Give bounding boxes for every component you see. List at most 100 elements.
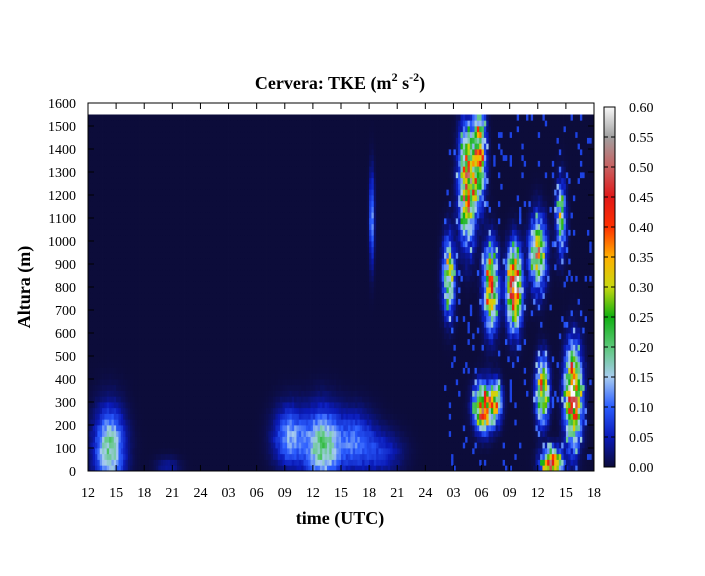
heatmap-cell — [146, 114, 150, 121]
heatmap-cell — [266, 241, 269, 248]
heatmap-cell — [97, 310, 101, 317]
heatmap-cell — [242, 212, 246, 219]
heatmap-cell — [270, 235, 274, 242]
heatmap-cell — [174, 310, 178, 317]
heatmap-cell — [99, 200, 103, 207]
heatmap-cell — [191, 402, 194, 409]
heatmap-cell — [127, 425, 131, 432]
heatmap-cell — [263, 206, 267, 213]
heatmap-cell — [113, 321, 117, 328]
heatmap-cell — [230, 384, 234, 391]
heatmap-cell — [120, 160, 124, 167]
heatmap-cell — [130, 425, 133, 432]
heatmap-cell — [244, 413, 248, 420]
heatmap-cell — [247, 241, 251, 248]
heatmap-cell — [263, 126, 267, 133]
heatmap-cell — [177, 361, 180, 368]
heatmap-cell — [209, 246, 213, 253]
heatmap-cell — [216, 126, 220, 133]
heatmap-cell — [275, 436, 279, 443]
heatmap-cell — [207, 160, 211, 167]
heatmap-cell — [240, 258, 244, 265]
heatmap-cell — [165, 390, 169, 397]
heatmap-cell — [179, 292, 183, 299]
heatmap-cell — [214, 223, 218, 230]
heatmap-cell — [235, 390, 239, 397]
heatmap-cell — [209, 430, 213, 437]
heatmap-cell — [113, 200, 117, 207]
heatmap-cell — [214, 413, 218, 420]
heatmap-cell — [97, 459, 101, 466]
heatmap-cell — [247, 258, 251, 265]
heatmap-cell — [179, 269, 183, 276]
heatmap-cell — [158, 114, 162, 121]
heatmap-cell — [177, 126, 180, 133]
heatmap-cell — [90, 252, 94, 259]
heatmap-cell — [106, 344, 110, 351]
heatmap-cell — [102, 430, 105, 437]
heatmap-cell — [148, 315, 152, 322]
heatmap-cell — [99, 442, 103, 449]
heatmap-cell — [118, 402, 122, 409]
heatmap-cell — [179, 373, 183, 380]
heatmap-cell — [181, 166, 185, 173]
heatmap-cell — [99, 379, 103, 386]
heatmap-cell — [202, 264, 206, 271]
heatmap-cell — [116, 281, 119, 288]
heatmap-cell — [233, 425, 236, 432]
heatmap-cell — [88, 218, 91, 225]
heatmap-cell — [216, 235, 220, 242]
heatmap-cell — [95, 310, 98, 317]
heatmap-cell — [244, 419, 248, 426]
heatmap-cell — [209, 327, 213, 334]
heatmap-cell — [113, 367, 117, 374]
heatmap-cell — [160, 287, 164, 294]
heatmap-cell — [99, 218, 103, 225]
heatmap-cell — [254, 189, 258, 196]
heatmap-cell — [90, 304, 94, 311]
heatmap-cell — [235, 333, 239, 340]
heatmap-cell — [99, 310, 103, 317]
heatmap-cell — [259, 269, 262, 276]
heatmap-cell — [228, 361, 232, 368]
heatmap-cell — [195, 246, 199, 253]
heatmap-cell — [109, 367, 112, 374]
heatmap-cell — [90, 143, 94, 150]
heatmap-cell — [216, 281, 220, 288]
heatmap-cell — [137, 154, 140, 161]
heatmap-cell — [109, 241, 112, 248]
heatmap-cell — [146, 269, 150, 276]
heatmap-cell — [228, 436, 232, 443]
heatmap-cell — [181, 126, 185, 133]
heatmap-cell — [99, 154, 103, 161]
heatmap-cell — [221, 281, 225, 288]
heatmap-cell — [181, 407, 185, 414]
heatmap-cell — [111, 413, 115, 420]
heatmap-cell — [184, 367, 187, 374]
heatmap-cell — [169, 223, 173, 230]
heatmap-cell — [216, 229, 220, 236]
heatmap-cell — [127, 373, 131, 380]
heatmap-cell — [226, 126, 229, 133]
heatmap-cell — [137, 229, 140, 236]
heatmap-cell — [214, 131, 218, 138]
heatmap-cell — [266, 356, 269, 363]
heatmap-cell — [92, 459, 96, 466]
heatmap-cell — [237, 241, 241, 248]
heatmap-cell — [191, 367, 194, 374]
heatmap-cell — [144, 413, 147, 420]
heatmap-cell — [111, 310, 115, 317]
heatmap-cell — [153, 246, 157, 253]
heatmap-cell — [141, 126, 145, 133]
heatmap-cell — [172, 442, 176, 449]
heatmap-cell — [95, 333, 98, 340]
heatmap-cell — [195, 379, 199, 386]
heatmap-cell — [172, 281, 176, 288]
heatmap-cell — [132, 465, 136, 472]
heatmap-cell — [90, 287, 94, 294]
heatmap-cell — [235, 269, 239, 276]
heatmap-cell — [249, 183, 253, 190]
heatmap-cell — [270, 384, 274, 391]
heatmap-cell — [254, 137, 258, 144]
heatmap-cell — [200, 384, 204, 391]
